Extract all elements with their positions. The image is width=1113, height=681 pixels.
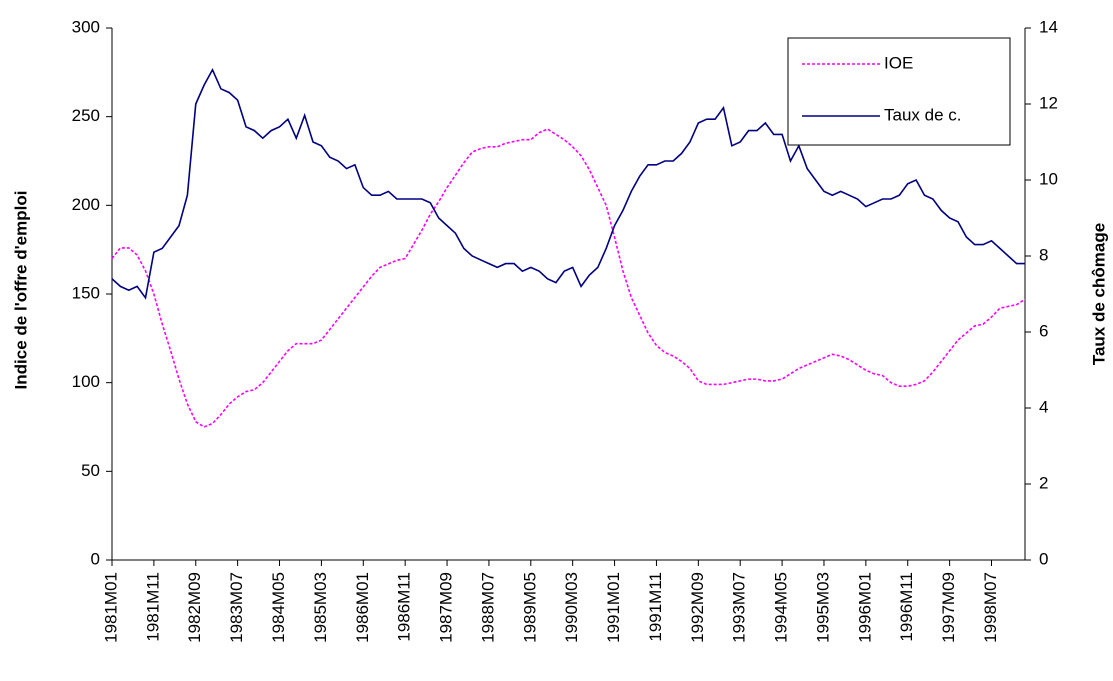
x-tick-label: 1982M09 <box>185 572 204 643</box>
y-tick-label: 250 <box>72 106 100 125</box>
line-series <box>111 67 1025 300</box>
x-tick-label: 1984M05 <box>269 572 288 643</box>
y2-axis-title: Taux de chômage <box>1089 223 1108 365</box>
y2-tick-label: 10 <box>1039 169 1058 188</box>
x-tick-label: 1987M09 <box>437 572 456 643</box>
x-tick-label: 1981M01 <box>101 572 120 643</box>
x-tick-label: 1986M11 <box>395 572 414 642</box>
x-tick-label: 1996M11 <box>897 572 916 642</box>
x-tick-label: 1991M01 <box>604 572 623 643</box>
x-tick-label: 1992M09 <box>688 572 707 643</box>
y-tick-label: 200 <box>72 195 100 214</box>
x-tick-label: 1994M05 <box>772 572 791 643</box>
line-series <box>111 128 1026 428</box>
y-tick-label: 300 <box>72 17 100 36</box>
x-tick-label: 1988M07 <box>478 572 497 643</box>
x-tick-label: 1989M05 <box>520 572 539 643</box>
x-tick-label: 1990M03 <box>562 572 581 643</box>
legend-label: Taux de c. <box>884 105 962 124</box>
y-tick-label: 50 <box>81 461 100 480</box>
y2-tick-label: 14 <box>1039 17 1058 36</box>
y2-tick-label: 2 <box>1039 473 1048 492</box>
x-tick-label: 1986M01 <box>353 572 372 643</box>
legend-label: IOE <box>884 53 913 72</box>
x-tick-label: 1981M11 <box>143 572 162 642</box>
x-tick-label: 1991M11 <box>646 572 665 642</box>
y2-tick-label: 4 <box>1039 397 1048 416</box>
x-tick-label: 1985M03 <box>311 572 330 643</box>
x-tick-label: 1983M07 <box>227 572 246 643</box>
x-tick-label: 1993M07 <box>730 572 749 643</box>
x-tick-label: 1998M07 <box>981 572 1000 643</box>
legend-box <box>787 37 1011 146</box>
y-tick-label: 0 <box>91 549 100 568</box>
y2-tick-label: 12 <box>1039 93 1058 112</box>
y2-tick-label: 8 <box>1039 245 1048 264</box>
x-tick-label: 1996M01 <box>855 572 874 643</box>
y-tick-label: 150 <box>72 283 100 302</box>
x-tick-label: 1997M09 <box>939 572 958 643</box>
y2-tick-label: 0 <box>1039 549 1048 568</box>
y2-tick-label: 6 <box>1039 321 1048 340</box>
y-tick-label: 100 <box>72 372 100 391</box>
x-tick-label: 1995M03 <box>813 572 832 643</box>
y-axis-title: Indice de l'offre d'emploi <box>11 191 30 390</box>
